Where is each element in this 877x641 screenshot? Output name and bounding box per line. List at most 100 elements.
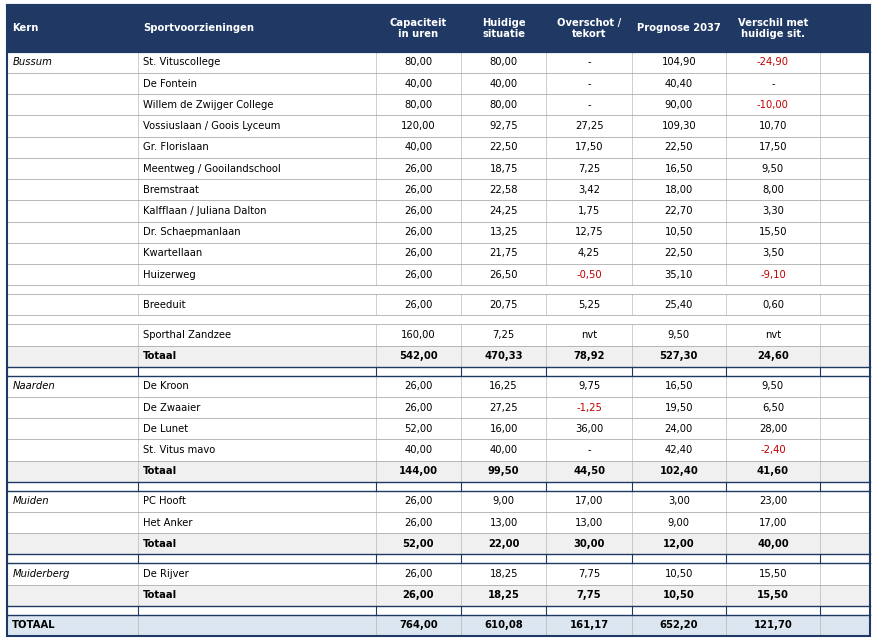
Text: 16,25: 16,25 xyxy=(489,381,518,391)
Text: 26,00: 26,00 xyxy=(404,496,432,506)
Text: 13,25: 13,25 xyxy=(489,227,518,237)
Text: Gr. Florislaan: Gr. Florislaan xyxy=(143,142,209,153)
Text: 22,00: 22,00 xyxy=(488,539,519,549)
Text: 99,50: 99,50 xyxy=(488,466,519,476)
Text: St. Vitus mavo: St. Vitus mavo xyxy=(143,445,215,455)
Text: 26,00: 26,00 xyxy=(404,185,432,195)
Text: 52,00: 52,00 xyxy=(403,539,434,549)
Text: 26,00: 26,00 xyxy=(404,569,432,579)
Text: 16,50: 16,50 xyxy=(665,163,693,174)
Text: 80,00: 80,00 xyxy=(489,58,517,67)
Text: Vossiuslaan / Goois Lyceum: Vossiuslaan / Goois Lyceum xyxy=(143,121,281,131)
Bar xyxy=(7,418,870,439)
Text: 26,00: 26,00 xyxy=(404,206,432,216)
Text: 120,00: 120,00 xyxy=(401,121,436,131)
Text: 13,00: 13,00 xyxy=(489,517,517,528)
Text: 17,50: 17,50 xyxy=(574,142,603,153)
Bar xyxy=(7,554,870,563)
Text: 22,50: 22,50 xyxy=(665,142,693,153)
Text: 40,00: 40,00 xyxy=(757,539,788,549)
Text: Naarden: Naarden xyxy=(12,381,55,391)
Bar xyxy=(7,5,870,52)
Text: 7,75: 7,75 xyxy=(578,569,600,579)
Text: 17,00: 17,00 xyxy=(759,517,787,528)
Text: 42,40: 42,40 xyxy=(665,445,693,455)
Bar xyxy=(7,137,870,158)
Bar xyxy=(7,397,870,418)
Text: 26,00: 26,00 xyxy=(404,163,432,174)
Text: Sportvoorzieningen: Sportvoorzieningen xyxy=(143,24,254,33)
Text: Huizerweg: Huizerweg xyxy=(143,270,196,279)
Bar xyxy=(7,294,870,315)
Text: Muiden: Muiden xyxy=(12,496,49,506)
Bar xyxy=(7,179,870,201)
Bar xyxy=(7,264,870,285)
Bar xyxy=(7,439,870,461)
Text: -: - xyxy=(588,100,591,110)
Text: 36,00: 36,00 xyxy=(575,424,603,434)
Bar xyxy=(7,345,870,367)
Text: 3,00: 3,00 xyxy=(668,496,690,506)
Text: 21,75: 21,75 xyxy=(489,249,518,258)
Bar xyxy=(7,201,870,222)
Bar xyxy=(7,115,870,137)
Text: 30,00: 30,00 xyxy=(574,539,605,549)
Text: -2,40: -2,40 xyxy=(760,445,786,455)
Text: Kwartellaan: Kwartellaan xyxy=(143,249,203,258)
Text: -10,00: -10,00 xyxy=(757,100,788,110)
Text: Huidige
situatie: Huidige situatie xyxy=(481,18,525,39)
Text: 652,20: 652,20 xyxy=(660,620,698,630)
Text: PC Hooft: PC Hooft xyxy=(143,496,186,506)
Text: 18,25: 18,25 xyxy=(488,590,519,600)
Bar xyxy=(7,491,870,512)
Text: TOTAAL: TOTAAL xyxy=(12,620,56,630)
Text: 19,50: 19,50 xyxy=(665,403,693,413)
Text: 764,00: 764,00 xyxy=(399,620,438,630)
Text: 41,60: 41,60 xyxy=(757,466,789,476)
Text: 22,58: 22,58 xyxy=(489,185,518,195)
Text: 26,00: 26,00 xyxy=(404,381,432,391)
Text: Dr. Schaepmanlaan: Dr. Schaepmanlaan xyxy=(143,227,240,237)
Text: -: - xyxy=(588,79,591,88)
Text: 40,00: 40,00 xyxy=(489,445,517,455)
Text: 16,50: 16,50 xyxy=(665,381,693,391)
Text: 80,00: 80,00 xyxy=(404,100,432,110)
Bar xyxy=(7,222,870,243)
Text: 610,08: 610,08 xyxy=(484,620,523,630)
Text: 12,75: 12,75 xyxy=(574,227,603,237)
Text: 80,00: 80,00 xyxy=(404,58,432,67)
Text: 26,00: 26,00 xyxy=(404,403,432,413)
Text: 44,50: 44,50 xyxy=(573,466,605,476)
Text: 7,25: 7,25 xyxy=(493,330,515,340)
Text: -: - xyxy=(588,445,591,455)
Text: 35,10: 35,10 xyxy=(665,270,693,279)
Text: 26,00: 26,00 xyxy=(404,300,432,310)
Bar xyxy=(7,606,870,615)
Text: 542,00: 542,00 xyxy=(399,351,438,361)
Bar xyxy=(7,615,870,636)
Text: 160,00: 160,00 xyxy=(401,330,436,340)
Text: De Zwaaier: De Zwaaier xyxy=(143,403,200,413)
Text: 22,70: 22,70 xyxy=(665,206,693,216)
Text: Muiderberg: Muiderberg xyxy=(12,569,69,579)
Bar xyxy=(7,324,870,345)
Bar xyxy=(7,315,870,324)
Text: 40,00: 40,00 xyxy=(404,142,432,153)
Text: 24,60: 24,60 xyxy=(757,351,788,361)
Text: Breeduit: Breeduit xyxy=(143,300,186,310)
Text: -: - xyxy=(588,58,591,67)
Text: -0,50: -0,50 xyxy=(576,270,602,279)
Text: nvt: nvt xyxy=(765,330,781,340)
Text: 144,00: 144,00 xyxy=(399,466,438,476)
Text: 9,50: 9,50 xyxy=(762,381,784,391)
Bar xyxy=(7,367,870,376)
Text: 3,50: 3,50 xyxy=(762,249,784,258)
Text: 10,70: 10,70 xyxy=(759,121,787,131)
Text: 27,25: 27,25 xyxy=(489,403,518,413)
Text: 9,50: 9,50 xyxy=(667,330,690,340)
Text: 24,00: 24,00 xyxy=(665,424,693,434)
Text: 1,75: 1,75 xyxy=(578,206,600,216)
Bar xyxy=(7,158,870,179)
Text: -1,25: -1,25 xyxy=(576,403,602,413)
Text: 4,25: 4,25 xyxy=(578,249,600,258)
